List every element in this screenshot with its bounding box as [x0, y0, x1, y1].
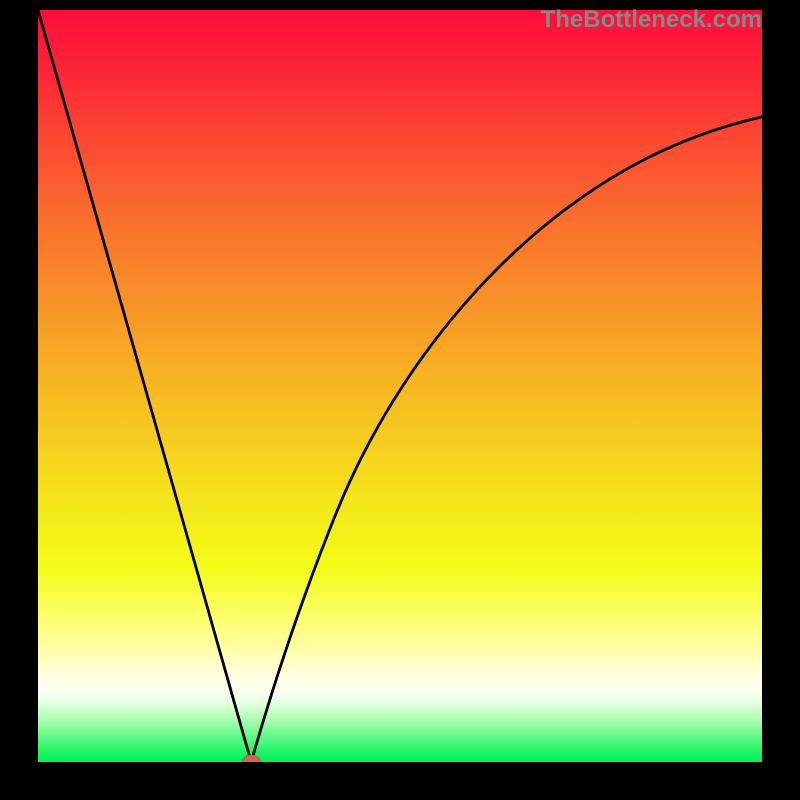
gradient-background [38, 10, 762, 762]
plot-svg [38, 10, 762, 762]
chart-frame: TheBottleneck.com [0, 0, 800, 800]
plot-area [38, 10, 762, 762]
watermark-text: TheBottleneck.com [541, 6, 762, 34]
